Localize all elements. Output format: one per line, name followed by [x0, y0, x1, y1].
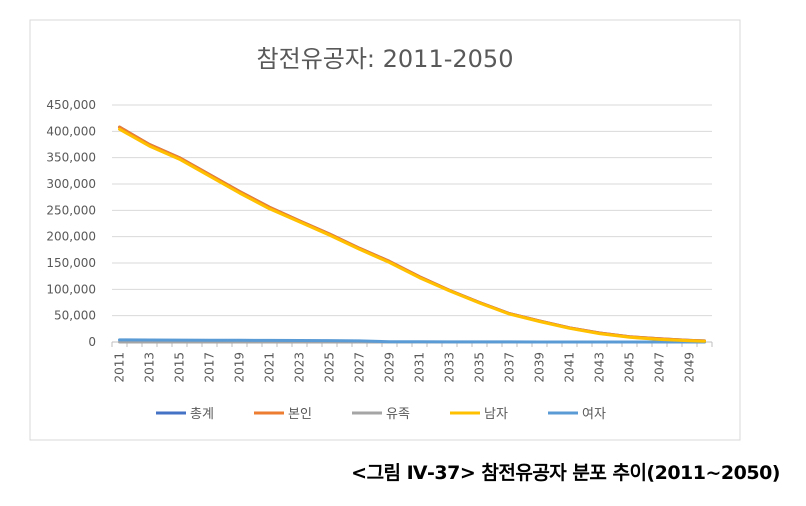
y-tick-label: 450,000 — [46, 98, 96, 112]
x-tick-label: 2035 — [473, 352, 487, 383]
y-tick-label: 200,000 — [46, 230, 96, 244]
x-tick-label: 2029 — [383, 352, 397, 383]
x-tick-label: 2027 — [353, 352, 367, 383]
x-axis-tick-labels: 2011 2013 2015 2017 2019 2021 2023 2025 2027 2029… — [111, 342, 713, 383]
x-tick-label: 2033 — [443, 352, 457, 383]
x-tick-label: 2039 — [533, 352, 547, 383]
x-tick-label: 2025 — [323, 352, 337, 383]
legend: 총계 본인 유족 남자 여자 — [156, 407, 606, 422]
y-tick-label: 400,000 — [46, 124, 96, 138]
series-line-4 — [118, 338, 706, 344]
legend-label: 본인 — [288, 407, 312, 422]
series-lines — [118, 125, 706, 344]
x-tick-label: 2043 — [593, 352, 607, 383]
y-tick-label: 100,000 — [46, 282, 96, 296]
y-tick-label: 150,000 — [46, 256, 96, 270]
series-line-3 — [118, 127, 706, 343]
x-tick-label: 2017 — [203, 352, 217, 383]
y-tick-label: 300,000 — [46, 177, 96, 191]
y-axis-tick-labels: 0 50,000 100,000 150,000 200,000 250,000 300,0… — [46, 98, 96, 349]
x-tick-label: 2031 — [413, 352, 427, 383]
legend-label: 여자 — [582, 407, 606, 422]
y-tick-label: 50,000 — [54, 309, 96, 323]
x-tick-label: 2015 — [173, 352, 187, 383]
x-tick-label: 2023 — [293, 352, 307, 383]
x-tick-label: 2049 — [683, 352, 697, 383]
figure-caption: <그림 Ⅳ-37> 참전유공자 분포 추이(2011~2050) — [351, 462, 780, 484]
legend-label: 남자 — [484, 407, 508, 422]
y-tick-label: 0 — [88, 335, 96, 349]
x-tick-label: 2021 — [263, 352, 277, 383]
x-tick-label: 2013 — [143, 352, 157, 383]
chart-title: 참전유공자: 2011-2050 — [257, 45, 514, 73]
x-tick-label: 2037 — [503, 352, 517, 383]
y-tick-label: 350,000 — [46, 151, 96, 165]
x-tick-label: 2019 — [233, 352, 247, 383]
x-tick-label: 2041 — [563, 352, 577, 383]
legend-label: 총계 — [190, 407, 214, 422]
legend-label: 유족 — [386, 407, 410, 422]
x-tick-label: 2047 — [653, 352, 667, 383]
x-tick-label: 2045 — [623, 352, 637, 383]
chart-border — [29, 19, 741, 441]
y-tick-label: 250,000 — [46, 203, 96, 217]
x-tick-label: 2011 — [113, 352, 127, 383]
